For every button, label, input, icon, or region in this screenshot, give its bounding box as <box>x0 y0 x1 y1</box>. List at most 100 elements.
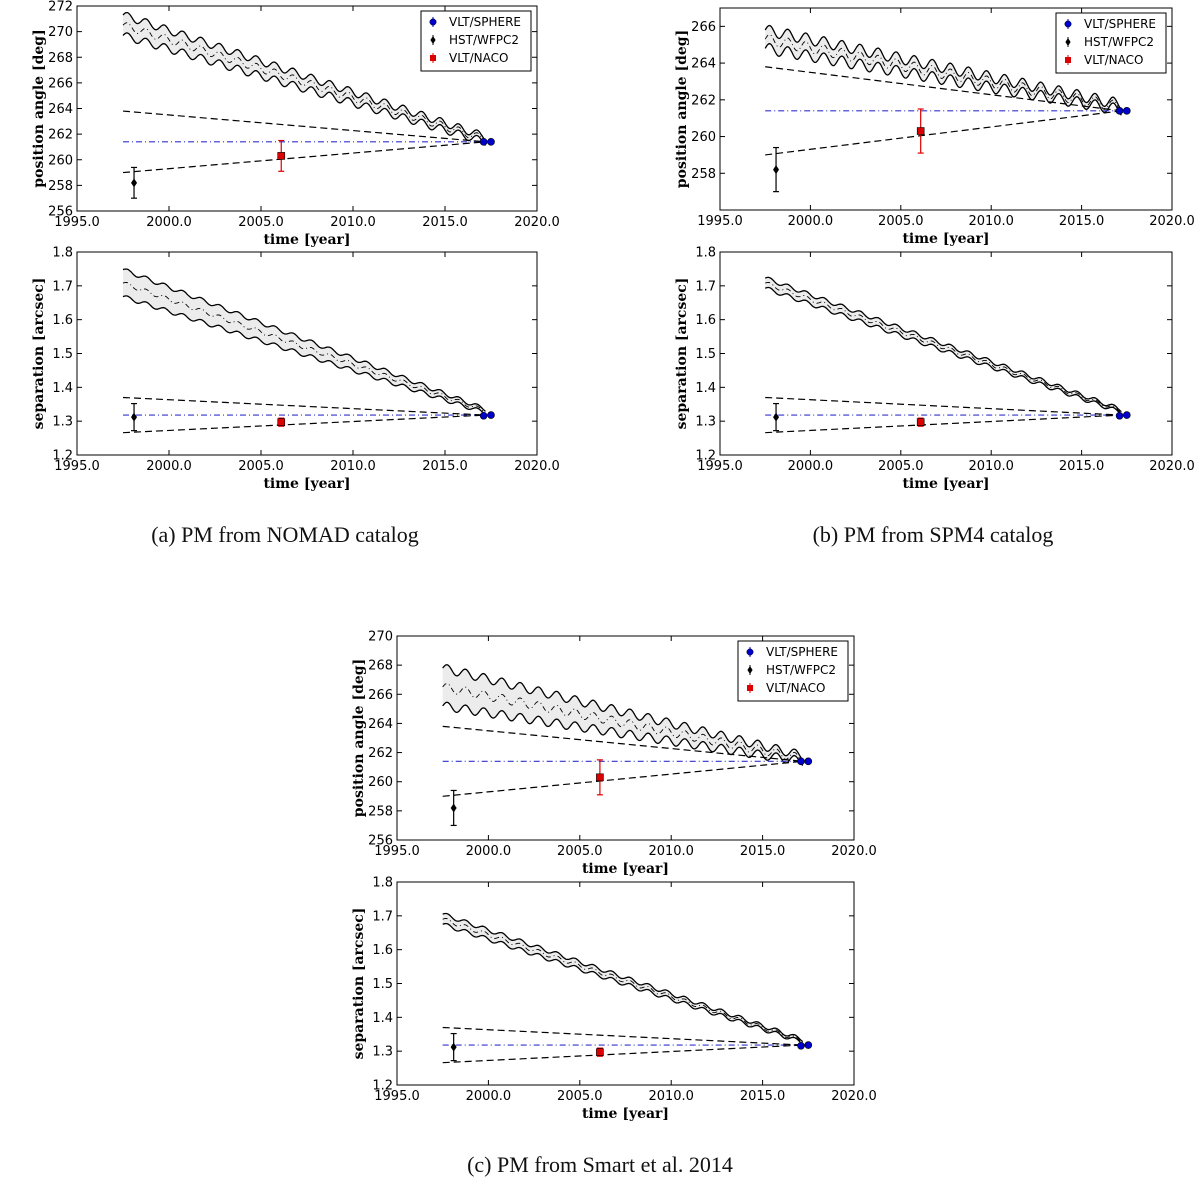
x-tick-label: 2015.0 <box>422 215 468 230</box>
x-tick-label: 1995.0 <box>697 459 743 474</box>
legend: VLT/SPHERE HST/WFPC2 VLT/NACO <box>737 640 849 702</box>
y-tick-label: 1.5 <box>695 347 716 362</box>
track-center-line <box>764 34 1122 113</box>
chart-c-bottom: 1995.0 2000.0 2005.0 2010.0 2015.0 2020.0 1.2 1… <box>351 876 877 1123</box>
legend-label: VLT/NACO <box>766 681 825 695</box>
data-point-vlt-sphere <box>1115 107 1124 115</box>
x-tick-label: 1995.0 <box>54 459 100 474</box>
y-tick-label: 1.3 <box>372 1045 393 1060</box>
legend-entry-vlt-naco: VLT/NACO <box>747 681 825 695</box>
y-tick-label: 1.4 <box>695 381 716 396</box>
legend-label: VLT/NACO <box>1084 53 1143 67</box>
x-tick-label: 2020.0 <box>1149 214 1195 229</box>
legend-label: VLT/NACO <box>449 51 508 65</box>
track-lower-line <box>442 922 804 1045</box>
x-tick-label: 2000.0 <box>466 1089 512 1104</box>
x-tick-label: 2005.0 <box>878 214 924 229</box>
x-tick-label: 1995.0 <box>374 1089 420 1104</box>
track-upper-line <box>442 912 804 1043</box>
marker-square <box>916 127 925 135</box>
bound-line-2 <box>122 414 486 434</box>
legend-entry-vlt-naco: VLT/NACO <box>1065 53 1143 67</box>
data-point-vlt-naco <box>596 1047 604 1057</box>
x-tick-label: 2010.0 <box>968 459 1014 474</box>
y-tick-label: 1.6 <box>695 313 716 328</box>
track-upper-line <box>764 24 1122 111</box>
x-tick-label: 2010.0 <box>968 214 1014 229</box>
y-tick-label: 1.4 <box>52 381 73 396</box>
chart-b-bottom: 1995.0 2000.0 2005.0 2010.0 2015.0 2020.0 1.2 1… <box>674 246 1195 493</box>
y-tick-label: 266 <box>691 20 716 35</box>
y-tick-label: 1.2 <box>52 449 73 464</box>
marker-diamond <box>450 1042 457 1052</box>
x-tick-label: 1995.0 <box>374 844 420 859</box>
x-tick-label: 2005.0 <box>557 844 603 859</box>
bound-line-1 <box>765 66 1122 112</box>
x-tick-label: 2010.0 <box>648 844 694 859</box>
bound-line-1 <box>122 396 486 416</box>
y-tick-label: 258 <box>368 804 393 819</box>
data-point-vlt-sphere <box>479 411 488 420</box>
x-tick-label: 2015.0 <box>740 844 786 859</box>
y-tick-label: 260 <box>48 153 73 168</box>
y-tick-label: 256 <box>368 834 393 849</box>
legend-entry-vlt-naco: VLT/NACO <box>430 51 508 65</box>
marker-square <box>596 1048 604 1056</box>
bound-line-2 <box>765 110 1122 156</box>
data-point-hst-wfpc2 <box>131 402 138 432</box>
x-tick-label: 1995.0 <box>697 214 743 229</box>
x-tick-label: 2010.0 <box>330 215 376 230</box>
data-point-vlt-naco <box>916 108 925 154</box>
bound-line-1 <box>765 396 1122 416</box>
y-tick-label: 1.5 <box>52 347 73 362</box>
y-tick-label: 272 <box>48 0 73 15</box>
y-axis-label: separation [arcsec] <box>31 278 47 430</box>
x-tick-label: 2010.0 <box>330 459 376 474</box>
y-tick-label: 1.4 <box>372 1011 393 1026</box>
legend-box <box>737 640 849 702</box>
y-tick-label: 1.7 <box>695 279 716 294</box>
legend-marker-square <box>1065 57 1071 63</box>
chart-c-top: 1995.0 2000.0 2005.0 2010.0 2015.0 2020.0 256 2… <box>351 630 877 878</box>
axes-frame <box>719 251 1173 456</box>
marker-square <box>277 152 286 160</box>
legend-label: VLT/SPHERE <box>449 15 521 29</box>
legend: VLT/SPHERE HST/WFPC2 VLT/NACO <box>420 10 532 72</box>
x-tick-label: 2015.0 <box>1059 214 1105 229</box>
y-tick-label: 260 <box>368 775 393 790</box>
x-tick-label: 2020.0 <box>514 459 560 474</box>
y-tick-label: 1.3 <box>52 415 73 430</box>
data-point-vlt-sphere <box>1123 107 1131 115</box>
y-tick-label: 266 <box>48 76 73 91</box>
legend-entry-hst-wfpc2: HST/WFPC2 <box>1065 35 1154 49</box>
marker-diamond <box>773 165 780 175</box>
track-center-line <box>442 683 804 763</box>
track-lower-line <box>442 701 804 766</box>
legend-label: HST/WFPC2 <box>1084 35 1154 49</box>
marker-circle <box>487 411 495 419</box>
y-tick-label: 1.6 <box>52 313 73 328</box>
chart-a-bottom: 1995.0 2000.0 2005.0 2010.0 2015.0 2020.0 1.2 1… <box>31 246 560 493</box>
y-tick-label: 262 <box>368 746 393 761</box>
legend-marker-diamond <box>747 666 753 674</box>
track-lower-line <box>764 43 1122 116</box>
y-tick-label: 262 <box>48 128 73 143</box>
marker-diamond <box>450 803 457 813</box>
y-tick-label: 264 <box>368 717 393 732</box>
chart-a-top: 1995.0 2000.0 2005.0 2010.0 2015.0 2020.0 256 2… <box>31 0 560 248</box>
data-point-vlt-sphere <box>1123 411 1131 419</box>
x-tick-label: 2015.0 <box>422 459 468 474</box>
y-tick-label: 264 <box>691 57 716 72</box>
x-tick-label: 2015.0 <box>740 1089 786 1104</box>
marker-diamond <box>773 412 780 422</box>
y-axis-label: position angle [deg] <box>674 30 690 188</box>
track-lower-line <box>764 286 1122 415</box>
track-lower-line <box>122 295 486 416</box>
y-tick-label: 262 <box>691 93 716 108</box>
marker-circle <box>479 138 488 146</box>
data-point-vlt-sphere <box>487 138 495 146</box>
x-tick-label: 2005.0 <box>557 1089 603 1104</box>
y-tick-label: 258 <box>691 167 716 182</box>
track-center-line <box>765 282 1122 414</box>
data-point-vlt-naco <box>277 417 286 427</box>
